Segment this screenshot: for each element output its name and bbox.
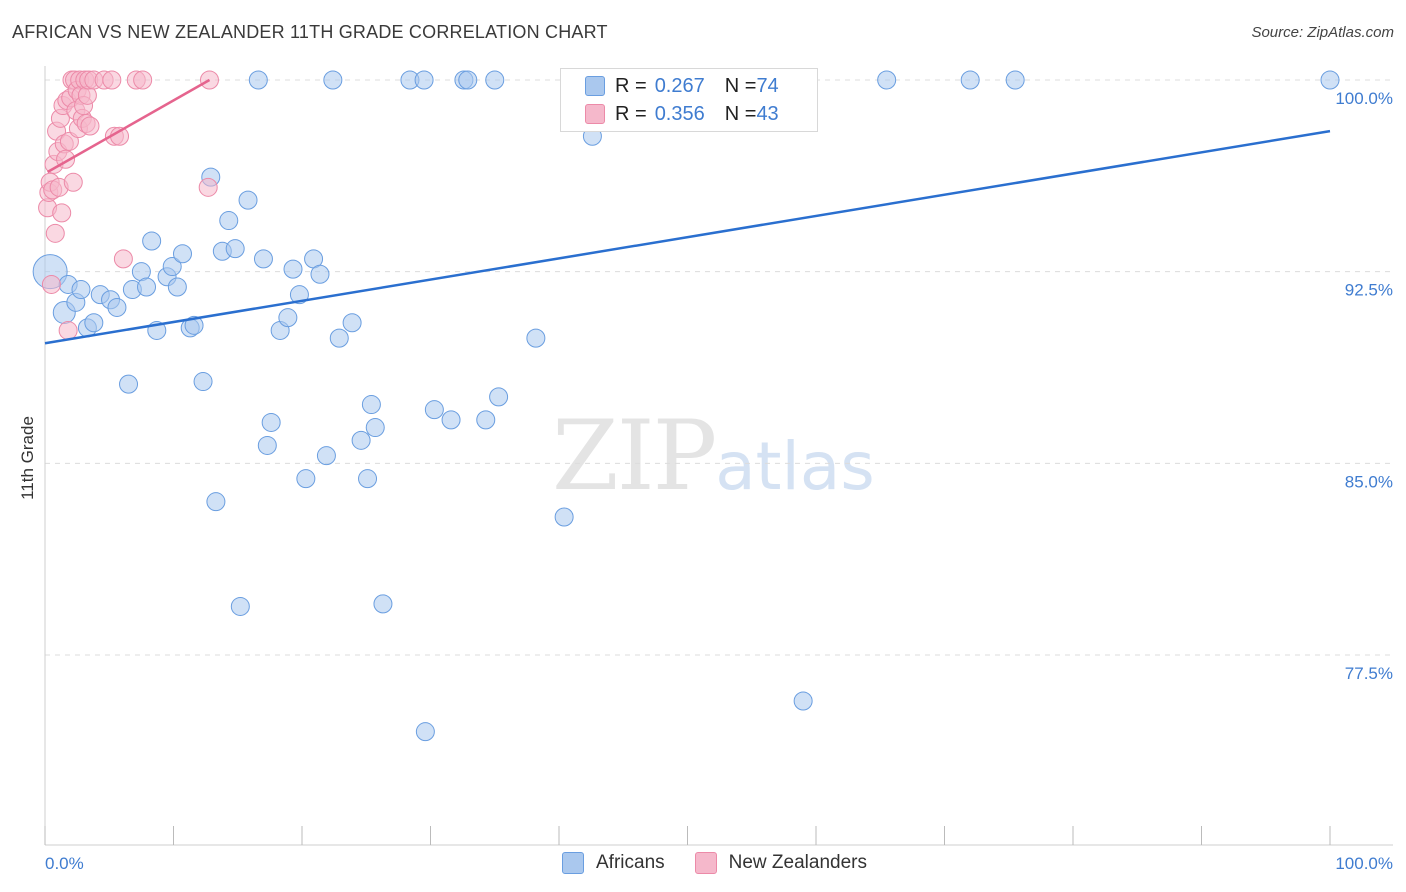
y-tick-label: 100.0% <box>1335 89 1393 108</box>
watermark-atlas: atlas <box>715 428 875 505</box>
africans-point <box>261 412 281 432</box>
africans-point <box>248 70 268 90</box>
africans-point <box>142 231 162 251</box>
africans-point <box>526 328 546 348</box>
legend-label-new-zealanders: New Zealanders <box>728 852 867 873</box>
x-tick-label: 100.0% <box>1335 854 1393 873</box>
africans-point <box>316 446 336 466</box>
africans-point <box>107 297 127 317</box>
africans-point <box>414 70 434 90</box>
africans-point <box>289 285 309 305</box>
africans-point <box>415 722 435 742</box>
new-zealanders-point <box>133 70 153 90</box>
r-label: R = <box>615 74 647 97</box>
legend-item-africans[interactable]: Africans <box>562 852 665 874</box>
r-value: 0.356 <box>654 102 705 125</box>
legend-label-africans: Africans <box>596 852 665 873</box>
africans-point <box>329 328 349 348</box>
africans-point <box>351 430 371 450</box>
new-zealanders-point <box>198 177 218 197</box>
legend-row-africans: R = 0.267 N = 74 <box>585 73 779 99</box>
africans-point <box>877 70 897 90</box>
africans-point <box>137 277 157 297</box>
watermark-zip: ZIP <box>552 400 717 512</box>
africans-point <box>119 374 139 394</box>
n-label: N = <box>724 74 757 97</box>
africans-point <box>476 410 496 430</box>
africans-trend-line <box>44 129 1331 345</box>
africans-point <box>458 70 478 90</box>
africans-point <box>960 70 980 90</box>
watermark: ZIPatlas <box>552 400 875 512</box>
africans-point <box>358 469 378 489</box>
africans-point <box>554 507 574 527</box>
new-zealanders-point <box>52 203 72 223</box>
africans-point <box>323 70 343 90</box>
n-value: 43 <box>756 102 779 125</box>
africans-point <box>373 594 393 614</box>
y-tick-label: 85.0% <box>1345 472 1393 491</box>
n-label: N = <box>724 102 757 125</box>
africans-point <box>225 239 245 259</box>
correlation-legend: R = 0.267 N = 74 R = 0.356 N = 43 <box>560 68 818 132</box>
africans-point <box>257 435 277 455</box>
new-zealanders-point <box>63 172 83 192</box>
x-tick-label: 0.0% <box>45 854 84 873</box>
africans-point <box>172 244 192 264</box>
africans-point <box>219 211 239 231</box>
new-zealanders-trend-line <box>46 78 211 174</box>
new-zealanders-swatch <box>585 104 605 124</box>
africans-point <box>162 257 182 277</box>
africans-point <box>230 596 250 616</box>
r-label: R = <box>615 102 647 125</box>
series-legend: Africans New Zealanders <box>562 852 897 874</box>
africans-point <box>253 249 273 269</box>
africans-point <box>361 395 381 415</box>
africans-point <box>206 492 226 512</box>
africans-point <box>310 264 330 284</box>
africans-point <box>193 372 213 392</box>
africans-point <box>342 313 362 333</box>
y-tick-label: 77.5% <box>1345 664 1393 683</box>
new-zealanders-point <box>80 116 100 136</box>
new-zealanders-point <box>45 223 65 243</box>
africans-point <box>793 691 813 711</box>
africans-point <box>296 469 316 489</box>
africans-point <box>184 315 204 335</box>
africans-swatch <box>585 76 605 96</box>
africans-swatch <box>562 852 584 874</box>
legend-item-new-zealanders[interactable]: New Zealanders <box>694 852 867 874</box>
africans-point <box>489 387 509 407</box>
legend-row-new-zealanders: R = 0.356 N = 43 <box>585 101 779 127</box>
r-value: 0.267 <box>654 74 705 97</box>
africans-point <box>424 400 444 420</box>
new-zealanders-point <box>41 274 61 294</box>
new-zealanders-point <box>113 249 133 269</box>
new-zealanders-point <box>58 320 78 340</box>
new-zealanders-point <box>102 70 122 90</box>
africans-point <box>71 280 91 300</box>
africans-point <box>283 259 303 279</box>
africans-point <box>441 410 461 430</box>
africans-point <box>84 313 104 333</box>
new-zealanders-swatch <box>694 852 717 874</box>
y-tick-label: 92.5% <box>1345 281 1393 300</box>
africans-point <box>278 308 298 328</box>
africans-point <box>1005 70 1025 90</box>
africans-point <box>1320 70 1340 90</box>
africans-point <box>485 70 505 90</box>
africans-point <box>167 277 187 297</box>
source-credit: Source: ZipAtlas.com <box>1251 24 1394 41</box>
n-value: 74 <box>756 74 779 97</box>
africans-point <box>238 190 258 210</box>
africans-point <box>365 418 385 438</box>
chart-title: AFRICAN VS NEW ZEALANDER 11TH GRADE CORR… <box>12 22 608 42</box>
